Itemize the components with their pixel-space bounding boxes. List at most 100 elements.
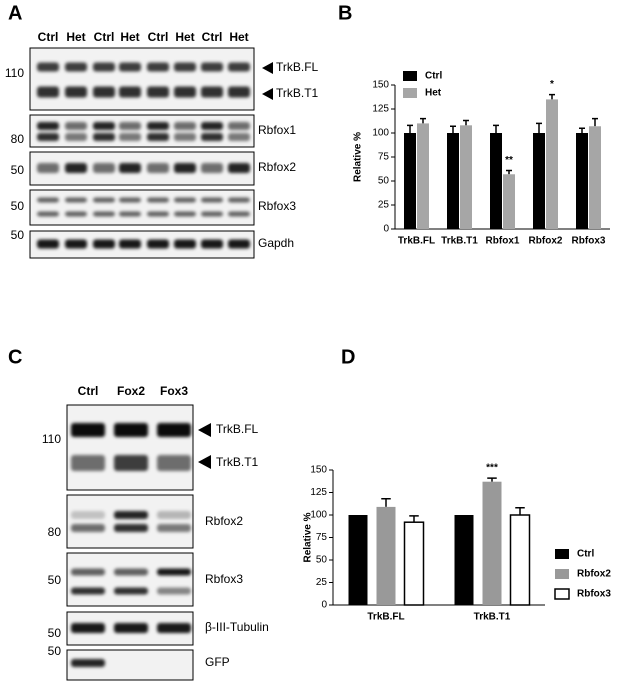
band — [174, 122, 196, 130]
band — [114, 587, 148, 595]
band — [119, 163, 141, 173]
band — [93, 62, 115, 72]
band — [157, 423, 191, 437]
band — [114, 524, 148, 532]
legend-swatch — [403, 88, 417, 98]
lane-label: Ctrl — [148, 30, 169, 44]
band — [71, 511, 105, 519]
panel-label: D — [341, 346, 355, 368]
x-tick-label: TrkB.FL — [367, 612, 404, 623]
significance: *** — [486, 463, 498, 474]
legend-label: Ctrl — [425, 71, 442, 82]
protein-label: TrkB.T1 — [216, 455, 259, 469]
error-bar — [579, 127, 585, 133]
bar — [417, 123, 429, 229]
y-tick-label: 50 — [316, 555, 328, 566]
bands — [37, 163, 250, 173]
legend-label: Ctrl — [577, 549, 594, 560]
panel-label: A — [8, 2, 22, 24]
band — [114, 423, 148, 437]
legend-swatch — [555, 569, 569, 579]
error-bar — [592, 117, 598, 127]
arrow — [198, 423, 211, 437]
protein-label: Rbfox2 — [205, 514, 243, 528]
band — [119, 211, 141, 217]
y-tick-label: 75 — [316, 532, 328, 543]
x-tick-label: Rbfox3 — [572, 236, 606, 247]
band — [201, 239, 223, 249]
y-tick-label: 0 — [321, 600, 327, 611]
mw-marker: 80 — [11, 132, 25, 146]
blot-box — [29, 189, 255, 226]
y-tick-label: 150 — [372, 80, 389, 91]
protein-label: Rbfox3 — [205, 572, 243, 586]
error-bar — [515, 507, 525, 515]
bar — [376, 506, 396, 605]
y-tick-label: 25 — [378, 200, 390, 211]
error-bar — [381, 498, 391, 507]
band — [147, 211, 169, 217]
blot-box — [29, 47, 255, 111]
band — [65, 122, 87, 130]
mw-marker: 50 — [11, 199, 25, 213]
bar — [589, 126, 601, 229]
blot-box — [66, 494, 194, 549]
bands — [37, 197, 250, 217]
y-axis-label: Relative % — [303, 512, 314, 562]
error-bar — [450, 125, 456, 133]
band — [119, 239, 141, 249]
band — [71, 568, 105, 576]
band — [228, 62, 250, 72]
band — [147, 197, 169, 203]
bands — [37, 62, 250, 98]
protein-label: Rbfox1 — [258, 123, 296, 137]
y-tick-label: 100 — [372, 128, 389, 139]
band — [119, 197, 141, 203]
band — [65, 211, 87, 217]
band — [157, 623, 191, 633]
lane-label: Het — [120, 30, 139, 44]
band — [65, 133, 87, 141]
x-tick-label: TrkB.T1 — [441, 236, 478, 247]
band — [147, 62, 169, 72]
band — [228, 122, 250, 130]
band — [201, 122, 223, 130]
bar — [546, 99, 558, 230]
y-axis-label: Relative % — [353, 132, 364, 182]
mw-marker: 80 — [48, 525, 62, 539]
mw-marker: 50 — [11, 228, 25, 242]
y-tick-label: 50 — [378, 176, 390, 187]
lane-label: Ctrl — [38, 30, 59, 44]
band — [201, 197, 223, 203]
significance: * — [550, 79, 554, 90]
error-bar — [409, 515, 419, 523]
error-bar — [506, 169, 512, 175]
y-tick-label: 125 — [310, 487, 327, 498]
protein-label: β-III-Tubulin — [205, 620, 269, 634]
blot-box — [66, 552, 194, 607]
band — [147, 163, 169, 173]
legend-swatch — [555, 549, 569, 559]
lane-label: Het — [229, 30, 248, 44]
y-tick-label: 150 — [310, 465, 327, 476]
band — [147, 122, 169, 130]
bar — [454, 515, 474, 605]
x-tick-label: Rbfox2 — [529, 236, 563, 247]
band — [119, 86, 141, 98]
lane-label: Ctrl — [94, 30, 115, 44]
band — [228, 239, 250, 249]
lane-label: Ctrl — [78, 384, 99, 398]
band — [37, 86, 59, 98]
blot-box — [66, 404, 194, 491]
band — [157, 568, 191, 576]
band — [71, 623, 105, 633]
band — [174, 163, 196, 173]
bands — [71, 623, 191, 633]
bands — [71, 568, 191, 595]
protein-label: TrkB.FL — [276, 60, 319, 74]
arrow — [262, 88, 273, 100]
band — [93, 211, 115, 217]
error-bar — [493, 124, 499, 133]
blot-box — [29, 114, 255, 148]
protein-label: TrkB.FL — [216, 422, 259, 436]
